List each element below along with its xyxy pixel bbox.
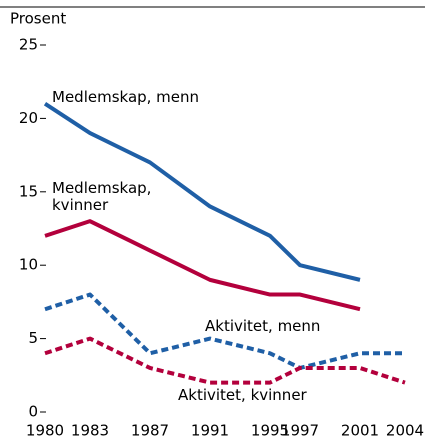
- series-line: [44, 336, 406, 385]
- series-label: Aktivitet, kvinner: [178, 386, 307, 404]
- x-tick-label: 1995: [251, 422, 289, 439]
- series-label: Medlemskap, menn: [52, 88, 200, 106]
- series-line: [44, 292, 405, 370]
- series-label: Medlemskap, kvinner: [52, 179, 152, 214]
- y-axis-label: Prosent: [10, 10, 66, 28]
- y-tick-label: 25: [19, 36, 38, 54]
- y-tick-label: 5: [28, 329, 38, 347]
- x-tick-label: 1983: [71, 422, 109, 439]
- x-tick-label: 1980: [26, 422, 64, 439]
- x-tick-label: 2001: [341, 422, 379, 439]
- x-tick-label: 1997: [281, 422, 319, 439]
- x-tick-label: 1987: [131, 422, 169, 439]
- y-tick-label: 20: [19, 109, 38, 127]
- y-tick-label: 15: [19, 182, 38, 200]
- series-label: Aktivitet, menn: [205, 317, 321, 335]
- series-line: [43, 102, 361, 282]
- x-tick-label: 1991: [191, 422, 229, 439]
- y-tick-label: 0: [28, 403, 38, 421]
- x-tick-label: 2004: [386, 422, 424, 439]
- series-line: [44, 219, 361, 312]
- y-tick-label: 10: [19, 256, 38, 274]
